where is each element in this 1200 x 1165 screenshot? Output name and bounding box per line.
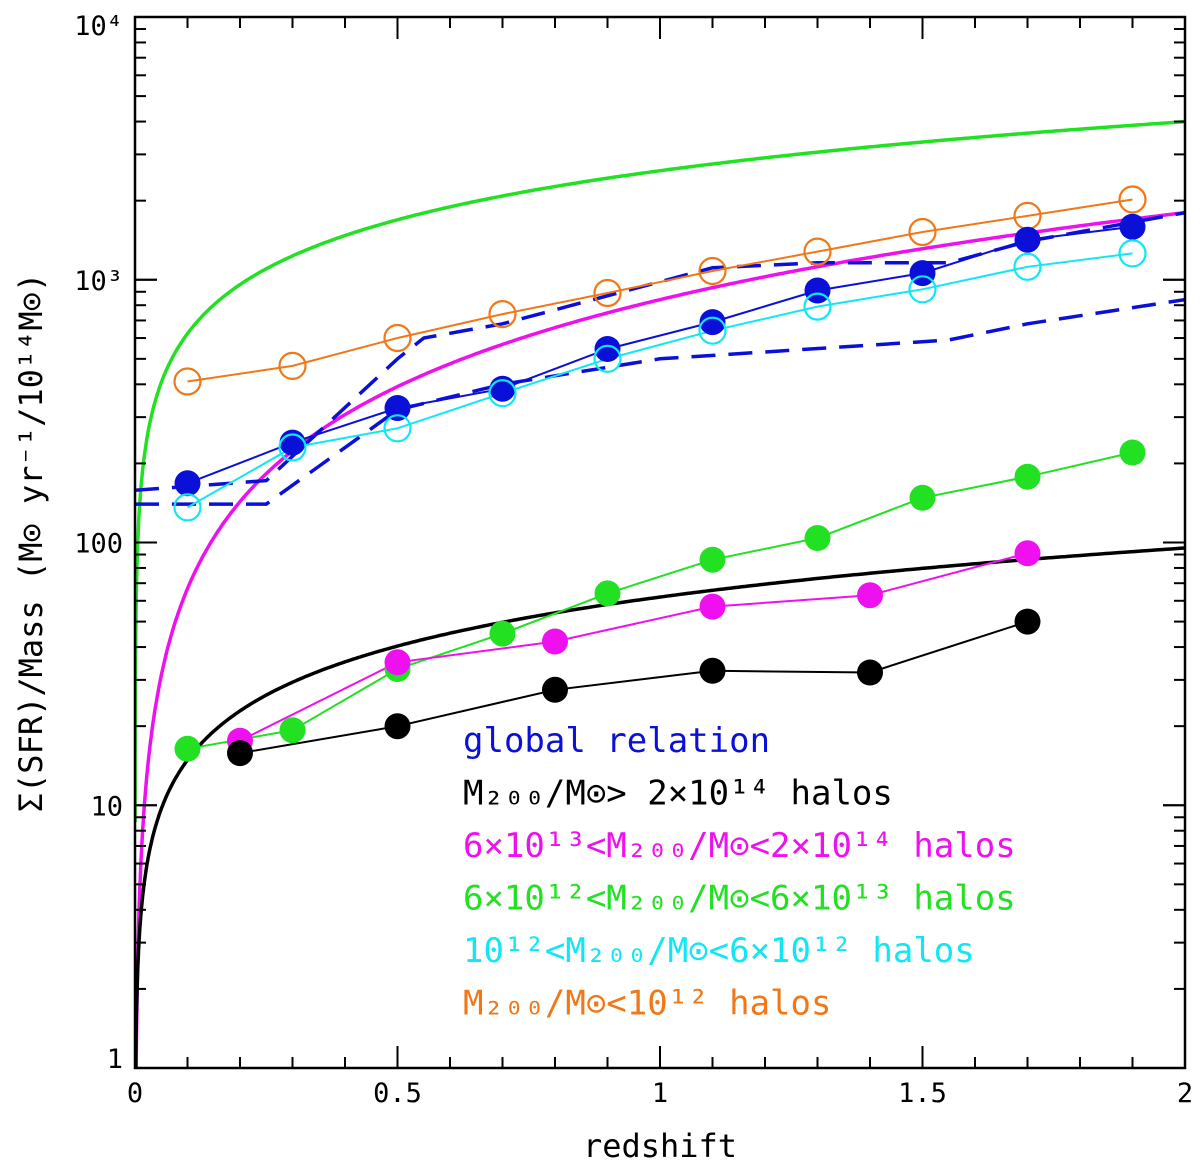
data-point-s5-1 <box>384 713 411 740</box>
legend-item-3: 6×10¹²<M₂₀₀/M⊙<6×10¹³ halos <box>463 879 1016 919</box>
data-point-s2-6 <box>803 292 832 321</box>
data-point-s1-8 <box>1014 226 1041 253</box>
data-point-s1-4 <box>594 336 621 362</box>
data-point-s2-9 <box>1118 239 1147 268</box>
model-curve-2 <box>135 546 1185 1068</box>
plot-markers <box>173 185 1147 767</box>
x-tick-label: 0 <box>127 1078 143 1109</box>
legend-item-4: 10¹²<M₂₀₀/M⊙<6×10¹² halos <box>463 931 975 971</box>
dashed-line-1 <box>135 297 1185 506</box>
data-point-s5-2 <box>542 676 568 703</box>
y-tick-label: 1 <box>107 1044 123 1075</box>
legend-item-5: M₂₀₀/M⊙<10¹² halos <box>463 984 831 1024</box>
series-line-3 <box>187 451 1133 750</box>
data-point-s3-4 <box>594 580 621 607</box>
data-point-s2-5 <box>698 316 727 345</box>
data-point-s0-3 <box>488 300 517 329</box>
data-point-s2-8 <box>1013 252 1042 281</box>
x-tick-label: 2 <box>1177 1078 1193 1109</box>
x-tick-label: 1 <box>652 1078 668 1109</box>
data-point-s1-6 <box>804 277 831 304</box>
data-point-s5-0 <box>227 740 253 767</box>
y-axis-title: Σ(SFR)/Mass (M⊙ yr⁻¹/10¹⁴M⊙) <box>12 273 50 812</box>
data-point-s1-9 <box>1119 213 1146 240</box>
series-line-4 <box>239 552 1028 742</box>
model-curve-1 <box>135 210 1185 1068</box>
data-point-s1-7 <box>909 260 936 287</box>
y-tick-label: 10³ <box>74 266 123 297</box>
model-curve-0 <box>135 119 1185 823</box>
series-line-2 <box>187 252 1133 509</box>
x-tick-label: 1.5 <box>898 1078 947 1109</box>
data-point-s4-2 <box>542 628 568 655</box>
data-point-s4-4 <box>857 582 883 609</box>
data-point-s3-9 <box>1119 439 1146 466</box>
y-tick-label: 10 <box>90 791 123 822</box>
series-line-0 <box>187 198 1133 383</box>
dashed-line-0 <box>135 210 1185 493</box>
data-point-s2-1 <box>278 433 307 462</box>
data-point-s1-5 <box>699 309 726 336</box>
data-point-s1-0 <box>174 470 201 497</box>
x-tick-label: 0.5 <box>373 1078 422 1109</box>
data-point-s0-5 <box>698 256 727 286</box>
data-point-s5-4 <box>857 659 883 686</box>
legend-item-2: 6×10¹³<M₂₀₀/M⊙<2×10¹⁴ halos <box>463 826 1016 866</box>
data-point-s1-2 <box>384 395 411 421</box>
legend-item-0: global relation <box>463 721 770 761</box>
data-point-s0-1 <box>278 351 307 380</box>
data-point-s5-3 <box>699 657 726 684</box>
data-point-s0-6 <box>803 237 832 266</box>
data-point-s3-1 <box>279 717 306 744</box>
series-line-5 <box>239 620 1028 755</box>
y-tick-label: 100 <box>74 529 123 560</box>
data-point-s3-6 <box>804 525 831 551</box>
axes: 0 0.5 1 1.5 2 1 10 100 10³ 10⁴ <box>74 11 1193 1109</box>
data-point-s2-3 <box>488 379 517 408</box>
data-point-s3-3 <box>489 620 516 647</box>
data-point-s2-7 <box>908 275 937 304</box>
data-point-s0-4 <box>593 278 622 308</box>
data-point-s2-2 <box>383 414 412 443</box>
data-point-s2-4 <box>593 344 622 373</box>
data-point-s0-7 <box>908 217 937 247</box>
data-point-s0-9 <box>1118 185 1147 214</box>
data-point-s0-2 <box>383 323 412 353</box>
data-point-s3-5 <box>699 546 726 573</box>
data-point-s4-1 <box>384 649 411 676</box>
series-line-1 <box>187 225 1133 485</box>
y-tick-label: 10⁴ <box>74 11 123 42</box>
data-point-s2-0 <box>173 493 202 522</box>
x-axis-title: redshift <box>583 1127 737 1165</box>
data-point-s4-5 <box>1014 540 1041 567</box>
legend: global relation M₂₀₀/M⊙> 2×10¹⁴ halos 6×10… <box>463 721 1016 1024</box>
legend-item-1: M₂₀₀/M⊙> 2×10¹⁴ halos <box>463 774 893 814</box>
data-point-s3-8 <box>1014 463 1041 490</box>
data-point-s4-3 <box>699 593 726 620</box>
data-point-s5-5 <box>1014 608 1041 635</box>
data-point-s3-0 <box>174 735 201 762</box>
plot-lines <box>135 119 1185 1068</box>
data-point-s3-7 <box>909 484 936 511</box>
data-point-s0-0 <box>173 367 202 396</box>
